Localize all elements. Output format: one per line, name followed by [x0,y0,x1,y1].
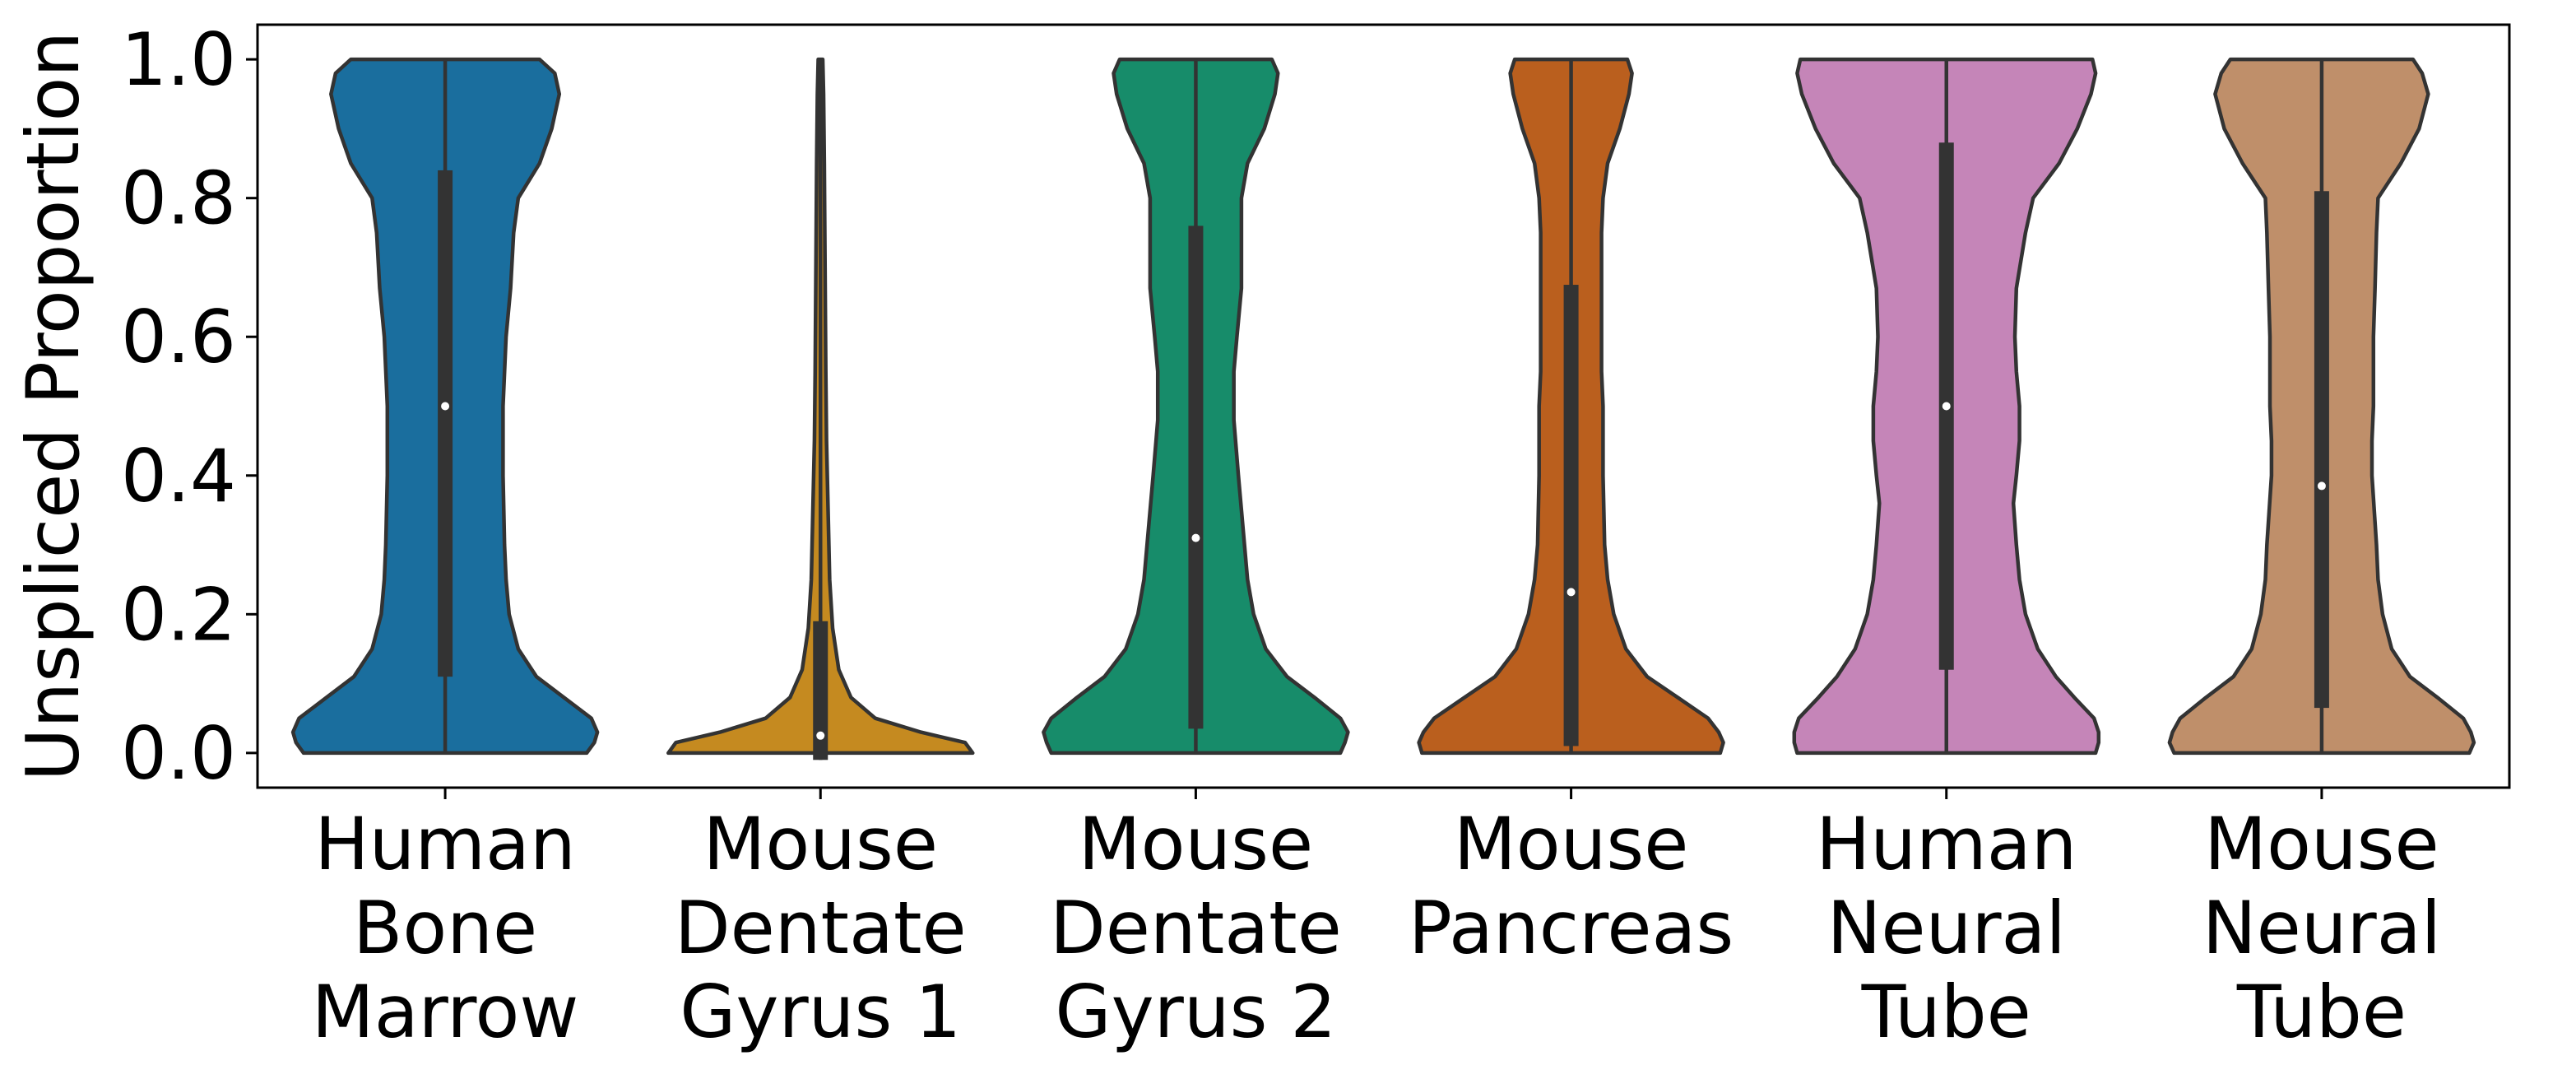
y-tick-label: 0.8 [121,156,236,241]
x-category-label: Dentate [1050,886,1342,970]
y-tick-label: 0.4 [121,434,236,519]
iqr-box-6 [2314,191,2329,709]
plot-frame [256,23,2511,789]
boxes-layer [438,59,2329,760]
median-point-5 [1942,402,1951,411]
median-point-6 [2317,481,2326,491]
violins-layer [290,57,2476,756]
x-category-label: Tube [2236,970,2407,1054]
median-point-1 [441,402,450,411]
y-tick-label: 1.0 [121,17,236,102]
iqr-box-1 [438,170,453,677]
median-point-2 [816,731,825,740]
x-category-label: Marrow [312,970,579,1054]
iqr-box-4 [1563,285,1579,746]
x-category-label: Gyrus 2 [1055,970,1336,1054]
x-category-label: Human [1816,802,2077,886]
y-tick-label: 0.0 [121,711,236,796]
median-point-3 [1191,533,1200,542]
x-category-label: Neural [1827,886,2066,970]
x-category-label: Mouse [1079,802,1314,886]
iqr-box-2 [813,621,828,760]
x-category-label: Neural [2202,886,2441,970]
y-axis-title: Unspliced Proportion [11,31,95,781]
x-category-label: Dentate [675,886,967,970]
y-tick-label: 0.6 [121,295,236,379]
x-category-label: Mouse [2204,802,2439,886]
x-category-label: Bone [353,886,537,970]
y-axis: 0.0 0.2 0.4 0.6 0.8 1.0 [121,17,258,796]
x-category-label: Tube [1861,970,2031,1054]
x-category-label: Gyrus 1 [680,970,961,1054]
median-point-4 [1566,588,1576,597]
y-tick-label: 0.2 [121,572,236,657]
iqr-box-3 [1188,226,1204,729]
x-category-label: Human [314,802,575,886]
x-category-label: Mouse [1454,802,1689,886]
x-category-label: Pancreas [1409,886,1734,970]
x-category-label: Mouse [703,802,938,886]
